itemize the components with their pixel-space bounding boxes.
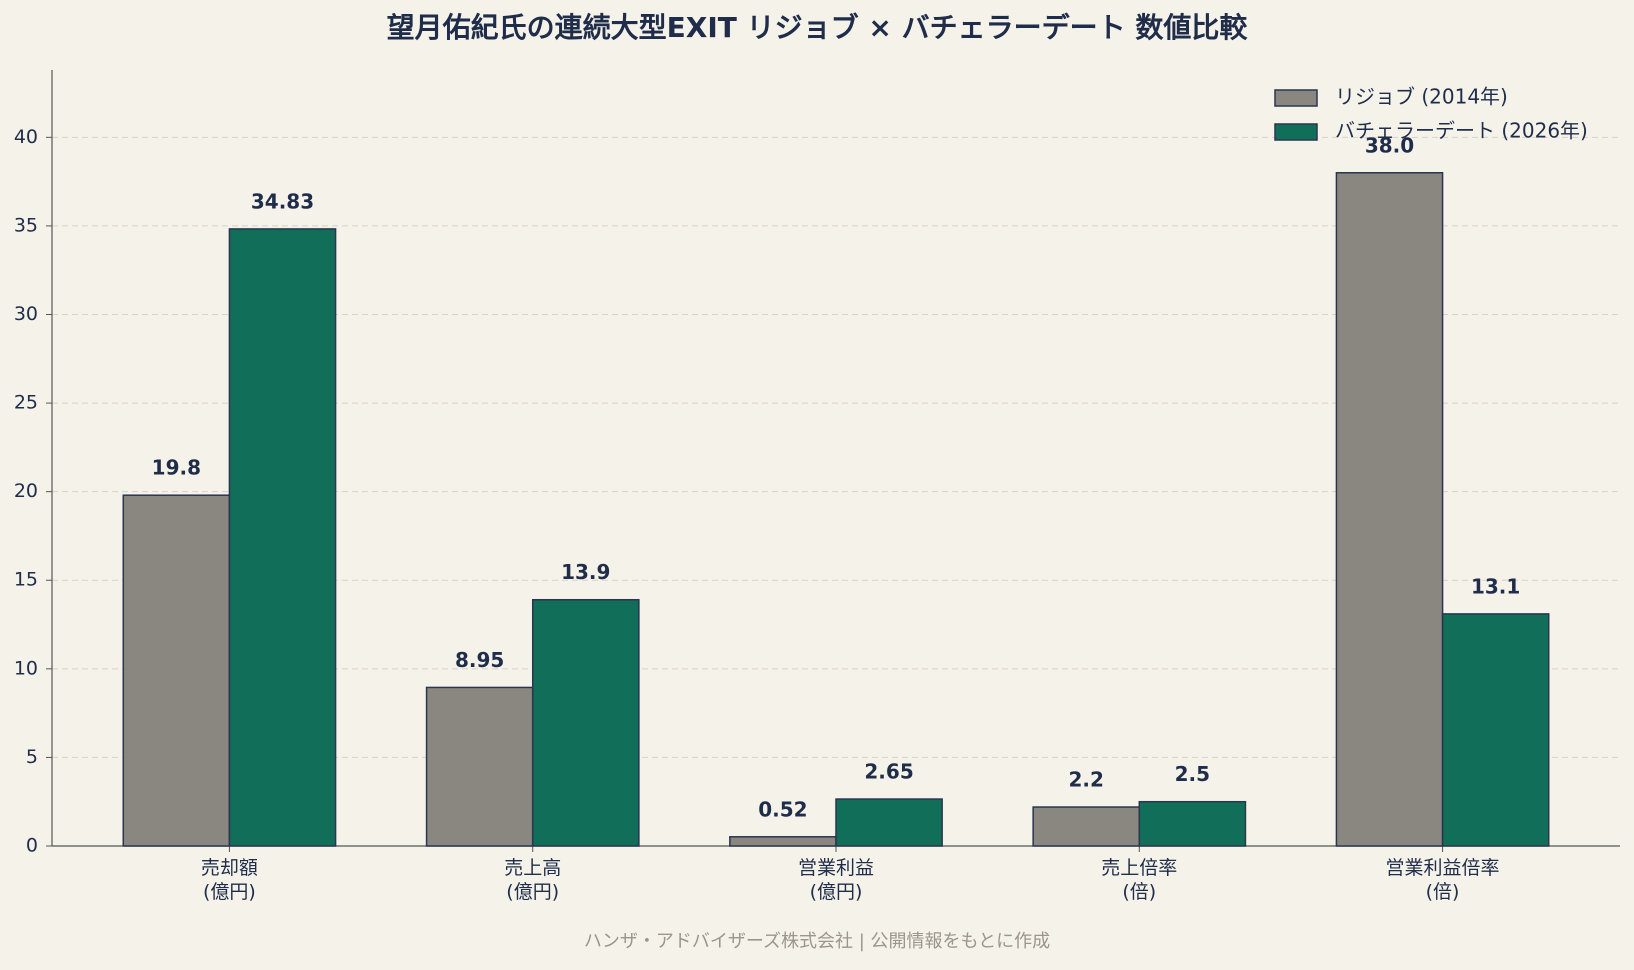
legend-label: バチェラーデート (2026年): [1335, 119, 1588, 143]
y-tick-label: 15: [14, 569, 38, 591]
value-label: 38.0: [1365, 133, 1414, 157]
y-tick-label: 0: [26, 835, 38, 857]
value-label: 0.52: [758, 797, 807, 821]
value-label: 2.65: [864, 760, 913, 784]
value-label: 2.2: [1068, 768, 1103, 792]
y-tick-label: 20: [14, 480, 38, 502]
chart-title: 望月佑紀氏の連続大型EXIT リジョブ × バチェラーデート 数値比較: [387, 11, 1249, 44]
bar: [729, 836, 837, 847]
footnote: ハンザ・アドバイザーズ株式会社 | 公開情報をもとに作成: [584, 931, 1050, 952]
value-label: 19.8: [152, 456, 201, 480]
y-tick-label: 25: [14, 392, 38, 414]
x-tick-label: 売上倍率 (倍): [1101, 857, 1178, 903]
bar: [835, 798, 943, 847]
y-tick-label: 35: [14, 214, 38, 236]
legend-label: リジョブ (2014年): [1335, 85, 1508, 109]
value-label: 2.5: [1175, 762, 1210, 786]
value-label: 13.9: [561, 560, 610, 584]
value-label: 34.83: [251, 189, 314, 213]
x-tick-label: 売上高 (億円): [504, 857, 562, 903]
bar: [228, 228, 337, 847]
legend-swatch: [1274, 89, 1318, 107]
bar: [1138, 800, 1247, 847]
x-tick-label: 営業利益倍率 (倍): [1385, 857, 1500, 903]
bar: [1335, 172, 1444, 847]
value-label: 13.1: [1471, 574, 1520, 598]
x-tick-label: 売却額 (億円): [200, 857, 258, 903]
legend-swatch: [1274, 123, 1318, 141]
bar: [1032, 806, 1141, 847]
y-tick-label: 5: [26, 746, 38, 768]
bar: [531, 598, 640, 847]
y-tick-label: 30: [14, 303, 38, 325]
y-tick-label: 10: [14, 657, 38, 679]
y-tick-label: 40: [14, 126, 38, 148]
bar: [1441, 613, 1550, 847]
bar: [122, 494, 231, 847]
value-label: 8.95: [455, 648, 504, 672]
x-tick-label: 営業利益 (億円): [797, 857, 874, 903]
bar: [425, 686, 534, 847]
